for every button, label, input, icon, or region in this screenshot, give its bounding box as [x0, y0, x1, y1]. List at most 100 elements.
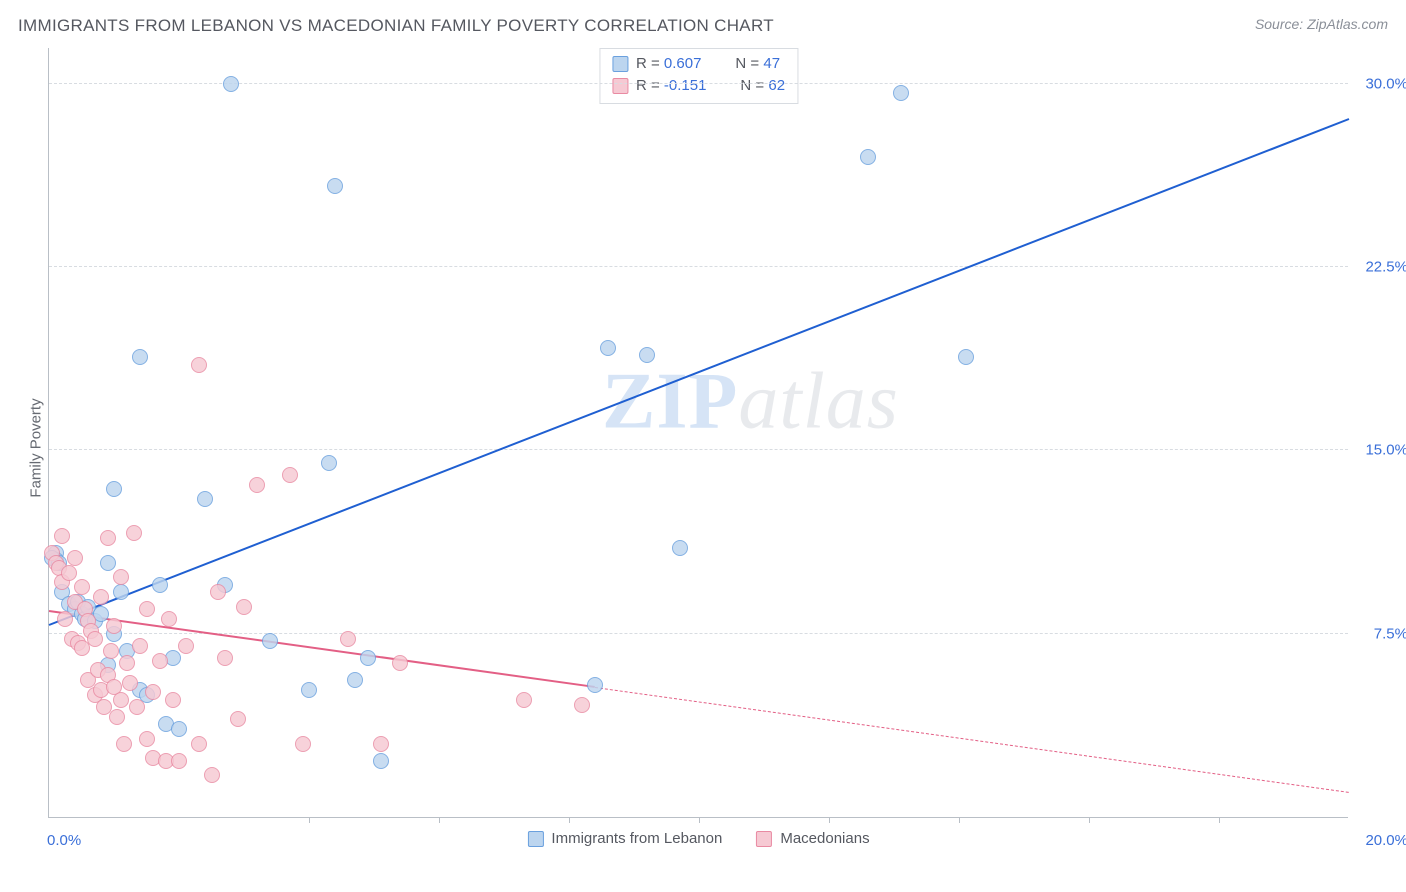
data-point	[301, 682, 317, 698]
data-point	[161, 611, 177, 627]
y-tick-label: 15.0%	[1353, 442, 1406, 459]
y-tick-label: 22.5%	[1353, 259, 1406, 276]
data-point	[191, 736, 207, 752]
data-point	[100, 530, 116, 546]
legend-item: Macedonians	[756, 830, 869, 847]
data-point	[373, 736, 389, 752]
x-tick	[1089, 817, 1090, 823]
gridline-h	[49, 83, 1348, 84]
stat-n-label: N = 62	[740, 75, 785, 97]
data-point	[116, 736, 132, 752]
chart-title: IMMIGRANTS FROM LEBANON VS MACEDONIAN FA…	[18, 16, 774, 36]
legend-swatch	[612, 56, 628, 72]
data-point	[113, 584, 129, 600]
stat-n-value: 47	[763, 55, 780, 72]
y-axis-label: Family Poverty	[28, 398, 45, 497]
data-point	[282, 467, 298, 483]
stat-r-value: 0.607	[664, 55, 702, 72]
data-point	[109, 709, 125, 725]
data-point	[958, 349, 974, 365]
header-bar: IMMIGRANTS FROM LEBANON VS MACEDONIAN FA…	[18, 16, 1388, 36]
data-point	[152, 577, 168, 593]
data-point	[57, 611, 73, 627]
data-point	[340, 631, 356, 647]
data-point	[129, 699, 145, 715]
x-tick	[439, 817, 440, 823]
data-point	[321, 455, 337, 471]
data-point	[262, 633, 278, 649]
data-point	[106, 481, 122, 497]
x-tick	[569, 817, 570, 823]
trend-line	[49, 118, 1350, 626]
data-point	[600, 340, 616, 356]
legend-swatch	[612, 78, 628, 94]
data-point	[100, 555, 116, 571]
x-axis-min-label: 0.0%	[47, 832, 81, 849]
data-point	[223, 76, 239, 92]
data-point	[210, 584, 226, 600]
data-point	[171, 753, 187, 769]
data-point	[672, 540, 688, 556]
stat-n-value: 62	[768, 77, 785, 94]
data-point	[217, 650, 233, 666]
gridline-h	[49, 633, 1348, 634]
data-point	[122, 675, 138, 691]
data-point	[295, 736, 311, 752]
legend-series-name: Macedonians	[780, 830, 869, 847]
x-tick	[1219, 817, 1220, 823]
data-point	[347, 672, 363, 688]
data-point	[139, 601, 155, 617]
series-legend: Immigrants from Lebanon Macedonians	[527, 830, 869, 847]
data-point	[236, 599, 252, 615]
watermark-part2: atlas	[738, 357, 899, 445]
data-point	[327, 178, 343, 194]
trend-line-extrapolated	[595, 687, 1349, 793]
x-tick	[699, 817, 700, 823]
data-point	[360, 650, 376, 666]
gridline-h	[49, 449, 1348, 450]
source-name: ZipAtlas.com	[1307, 16, 1388, 32]
legend-swatch	[527, 831, 543, 847]
data-point	[178, 638, 194, 654]
legend-item: Immigrants from Lebanon	[527, 830, 722, 847]
stat-r-label: R = 0.607	[636, 53, 701, 75]
legend-swatch	[756, 831, 772, 847]
legend-series-name: Immigrants from Lebanon	[551, 830, 722, 847]
data-point	[392, 655, 408, 671]
data-point	[74, 579, 90, 595]
x-axis-max-label: 20.0%	[1365, 832, 1406, 849]
data-point	[119, 655, 135, 671]
data-point	[893, 85, 909, 101]
data-point	[103, 643, 119, 659]
correlation-legend: R = 0.607 N = 47 R = -0.151 N = 62	[599, 48, 798, 104]
data-point	[145, 684, 161, 700]
data-point	[132, 638, 148, 654]
data-point	[574, 697, 590, 713]
data-point	[106, 618, 122, 634]
x-tick	[829, 817, 830, 823]
data-point	[139, 731, 155, 747]
source-prefix: Source:	[1255, 16, 1307, 32]
y-tick-label: 30.0%	[1353, 75, 1406, 92]
plot-area: ZIPatlas R = 0.607N = 47R = -0.151N = 62…	[48, 48, 1348, 818]
source-attribution: Source: ZipAtlas.com	[1255, 16, 1388, 32]
stat-r-label: R = -0.151	[636, 75, 706, 97]
stat-n-label: N = 47	[735, 53, 780, 75]
legend-stat-row: R = -0.151 N = 62	[612, 75, 785, 97]
data-point	[93, 589, 109, 605]
stat-r-value: -0.151	[664, 77, 707, 94]
data-point	[126, 525, 142, 541]
data-point	[587, 677, 603, 693]
y-tick-label: 7.5%	[1353, 625, 1406, 642]
data-point	[204, 767, 220, 783]
data-point	[860, 149, 876, 165]
data-point	[516, 692, 532, 708]
data-point	[132, 349, 148, 365]
data-point	[152, 653, 168, 669]
data-point	[113, 692, 129, 708]
x-tick	[309, 817, 310, 823]
gridline-h	[49, 266, 1348, 267]
data-point	[639, 347, 655, 363]
data-point	[373, 753, 389, 769]
data-point	[191, 357, 207, 373]
